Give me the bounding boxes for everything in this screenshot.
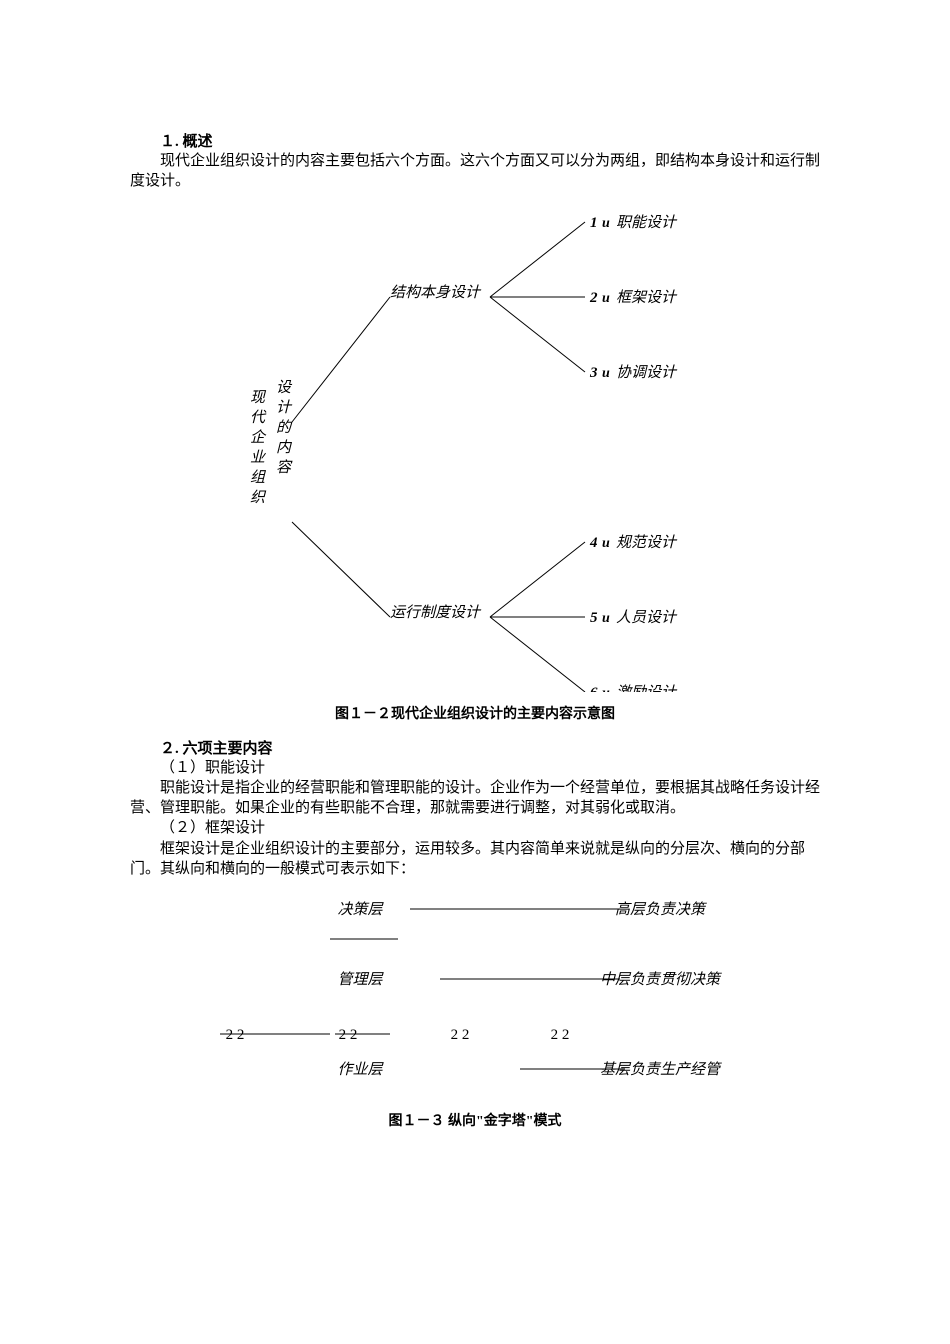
figure-1-3-caption: 图１－３ 纵向"金字塔"模式 xyxy=(130,1110,820,1130)
svg-text:2 2: 2 2 xyxy=(451,1027,470,1043)
svg-text:u: u xyxy=(602,686,610,692)
svg-text:基层负责生产经管: 基层负责生产经管 xyxy=(600,1061,722,1078)
figure-1-2-caption: 图１－２现代企业组织设计的主要内容示意图 xyxy=(130,703,820,723)
svg-text:2: 2 xyxy=(589,290,598,306)
figure-1-2-svg: 现代企业组织设计的内容结构本身设计运行制度设计1u职能设计2u框架设计3u协调设… xyxy=(130,192,820,692)
figure-1-2: 现代企业组织设计的内容结构本身设计运行制度设计1u职能设计2u框架设计3u协调设… xyxy=(130,192,820,723)
svg-text:职能设计: 职能设计 xyxy=(616,214,678,231)
svg-text:决策层: 决策层 xyxy=(337,901,384,918)
svg-text:3: 3 xyxy=(589,365,598,381)
svg-text:织: 织 xyxy=(250,489,267,506)
section-2-heading: ２. 六项主要内容 xyxy=(130,737,820,758)
svg-text:结构本身设计: 结构本身设计 xyxy=(390,284,482,301)
svg-text:1: 1 xyxy=(590,215,598,231)
svg-text:管理层: 管理层 xyxy=(337,971,384,988)
svg-text:企: 企 xyxy=(250,429,267,446)
svg-text:框架设计: 框架设计 xyxy=(616,289,678,306)
section-2-sub2-head: （２）框架设计 xyxy=(130,818,820,838)
section-1-heading: １. 概述 xyxy=(130,130,820,151)
svg-text:规范设计: 规范设计 xyxy=(616,534,678,551)
svg-text:u: u xyxy=(602,366,610,381)
document-page: １. 概述 现代企业组织设计的内容主要包括六个方面。这六个方面又可以分为两组，即… xyxy=(0,0,950,1244)
svg-text:高层负责决策: 高层负责决策 xyxy=(615,901,707,918)
svg-text:u: u xyxy=(602,611,610,626)
section-2-sub1-head: （１）职能设计 xyxy=(130,758,820,778)
svg-text:2 2: 2 2 xyxy=(226,1027,245,1043)
svg-text:2 2: 2 2 xyxy=(339,1027,358,1043)
svg-text:u: u xyxy=(602,536,610,551)
svg-text:的: 的 xyxy=(276,419,293,436)
svg-text:业: 业 xyxy=(250,449,266,466)
svg-text:人员设计: 人员设计 xyxy=(616,609,678,626)
svg-text:运行制度设计: 运行制度设计 xyxy=(390,604,482,621)
svg-text:现: 现 xyxy=(250,390,267,406)
svg-text:组: 组 xyxy=(250,469,267,486)
figure-1-3: 决策层 高层负责决策管理层 中层负责贯彻决策 2 2 2 2 2 2 2 2 作业层 基层负责生… xyxy=(130,879,820,1130)
svg-text:中层负责贯彻决策: 中层负责贯彻决策 xyxy=(600,971,722,988)
svg-text:6: 6 xyxy=(590,685,598,692)
svg-text:4: 4 xyxy=(589,535,598,551)
section-1-para: 现代企业组织设计的内容主要包括六个方面。这六个方面又可以分为两组，即结构本身设计… xyxy=(130,151,820,192)
svg-text:设: 设 xyxy=(276,379,293,396)
svg-text:激励设计: 激励设计 xyxy=(616,684,678,692)
svg-text:容: 容 xyxy=(276,459,293,476)
figure-1-3-svg: 决策层 高层负责决策管理层 中层负责贯彻决策 2 2 2 2 2 2 2 2 作业层 基层负责生… xyxy=(130,879,820,1099)
section-2-sub2-body: 框架设计是企业组织设计的主要部分，运用较多。其内容简单来说就是纵向的分层次、横向… xyxy=(130,839,820,880)
svg-text:计: 计 xyxy=(276,399,293,416)
svg-text:内: 内 xyxy=(276,439,293,456)
svg-text:代: 代 xyxy=(250,409,267,426)
svg-text:u: u xyxy=(602,216,610,231)
svg-text:协调设计: 协调设计 xyxy=(616,364,678,381)
section-2-sub1-body: 职能设计是指企业的经营职能和管理职能的设计。企业作为一个经营单位，要根据其战略任… xyxy=(130,778,820,819)
svg-text:2 2: 2 2 xyxy=(551,1027,570,1043)
svg-text:u: u xyxy=(602,291,610,306)
svg-text:作业层: 作业层 xyxy=(337,1061,384,1078)
svg-text:5: 5 xyxy=(590,610,598,626)
